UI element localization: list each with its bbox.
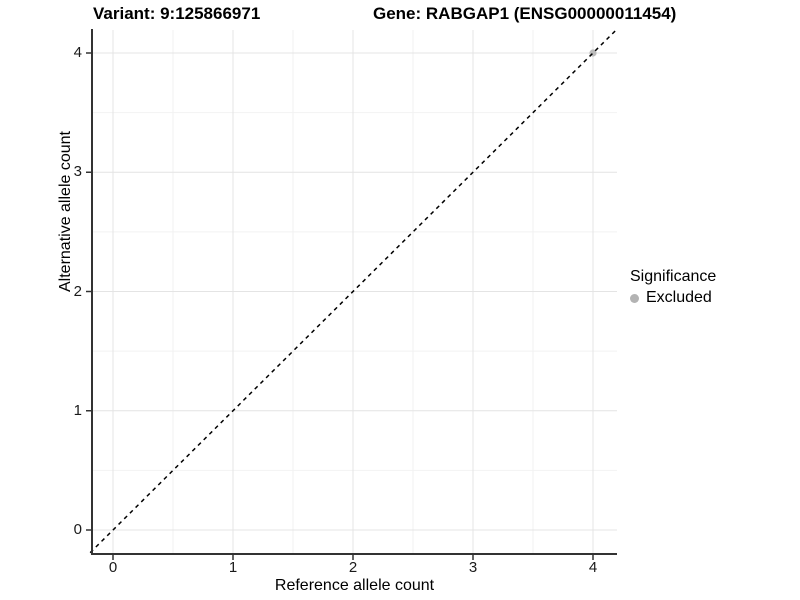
x-tick-label: 4 [588, 559, 598, 576]
x-tick-label: 1 [228, 559, 238, 576]
identity-reference-line [89, 28, 618, 554]
x-tick-label: 2 [348, 559, 358, 576]
y-tick-label: 2 [73, 282, 82, 300]
x-tick-label: 3 [468, 559, 478, 576]
legend-item-excluded: Excluded [630, 289, 716, 307]
y-tick-label: 4 [73, 44, 82, 61]
legend: Significance Excluded [630, 268, 716, 307]
chart-canvas [86, 28, 618, 560]
legend-item-label: Excluded [646, 289, 712, 306]
plot-title-variant: Variant: 9:125866971 [93, 4, 261, 23]
x-tick-label: 0 [108, 559, 118, 576]
x-axis-title: Reference allele count [274, 577, 435, 594]
y-tick-label: 3 [73, 163, 82, 181]
y-tick-label: 0 [73, 521, 82, 538]
excluded-point-icon [630, 293, 639, 303]
legend-title: Significance [630, 268, 717, 285]
plot-panel [86, 28, 618, 560]
plot-title-gene: Gene: RABGAP1 (ENSG00000011454) [373, 4, 677, 23]
y-tick-label: 1 [73, 401, 82, 419]
